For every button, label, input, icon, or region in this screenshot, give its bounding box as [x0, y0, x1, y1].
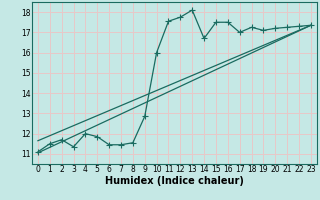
X-axis label: Humidex (Indice chaleur): Humidex (Indice chaleur) — [105, 176, 244, 186]
